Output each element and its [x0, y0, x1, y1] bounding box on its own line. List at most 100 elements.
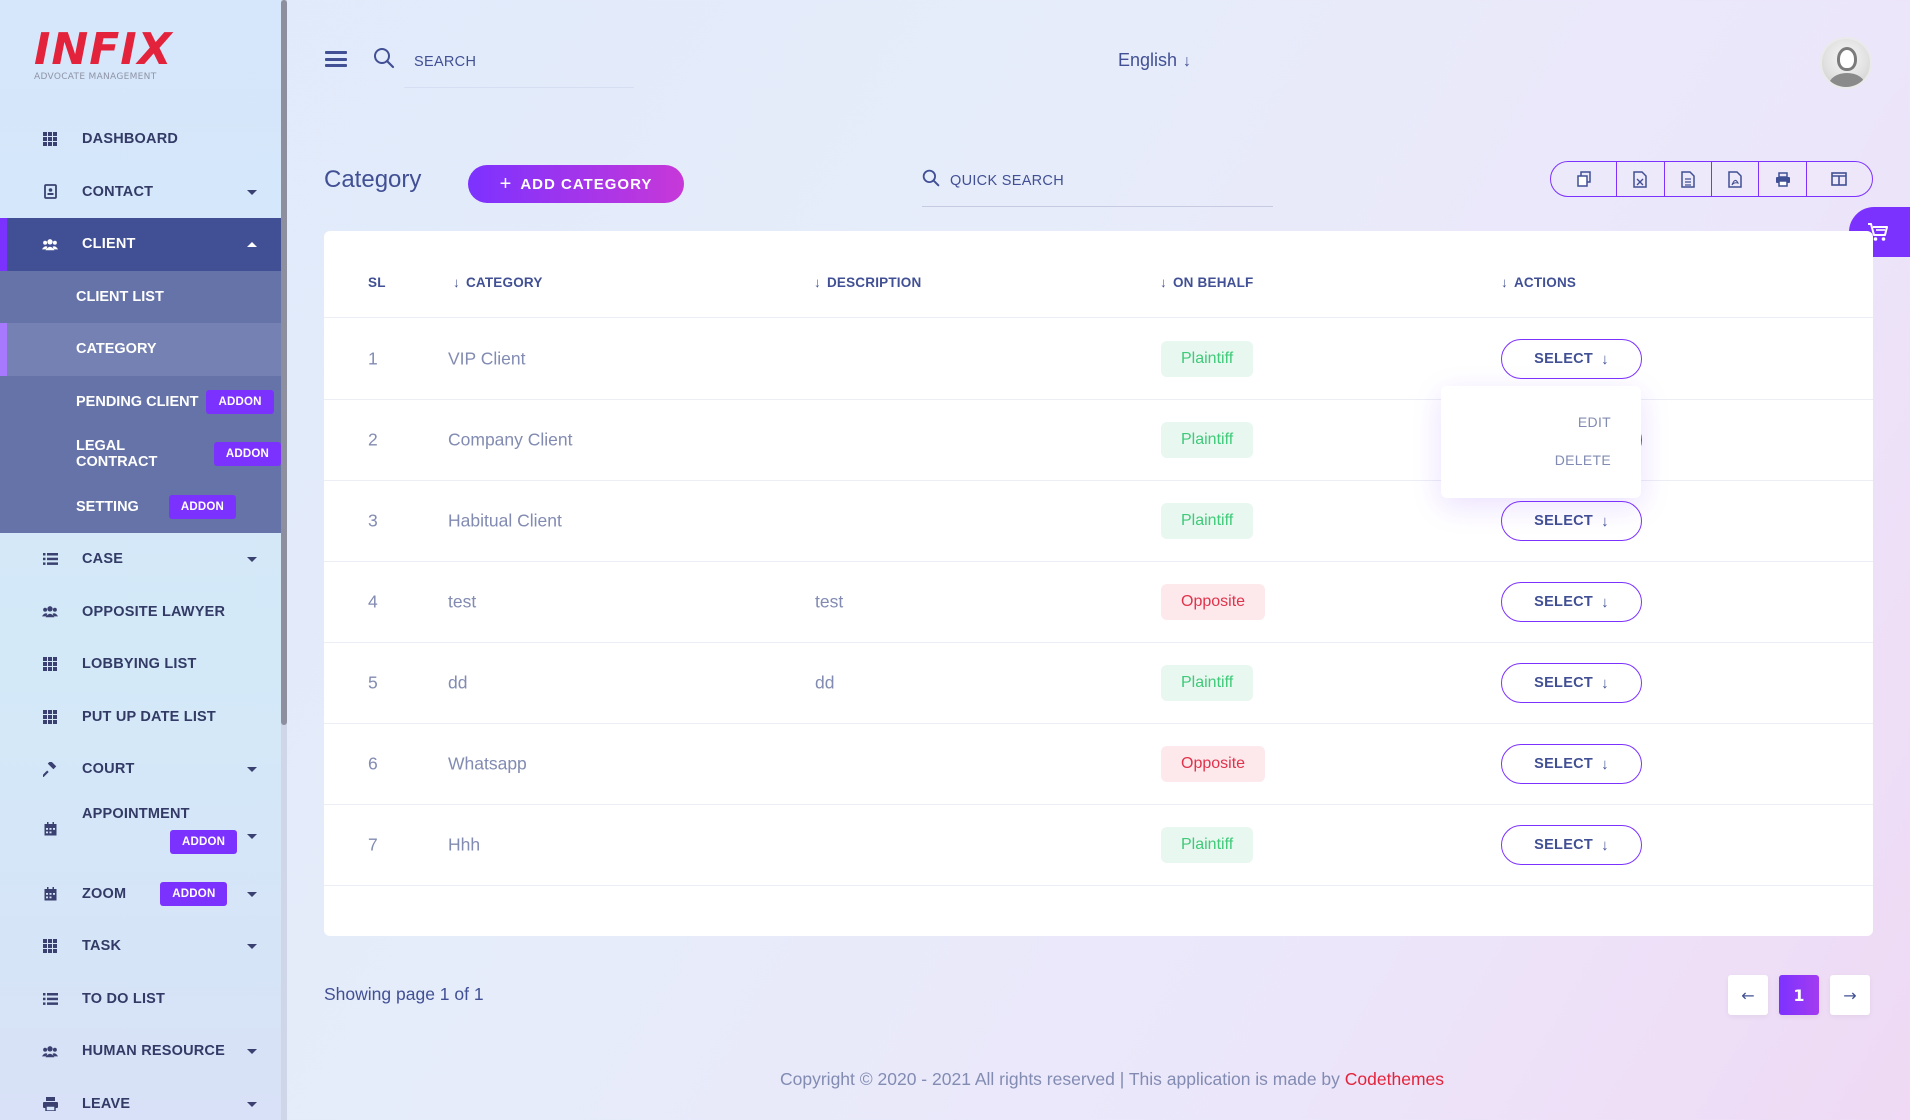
- sidebar-item-put-up-date-list[interactable]: PUT UP DATE LIST: [0, 691, 281, 744]
- sidebar-item-to-do-list[interactable]: TO DO LIST: [0, 973, 281, 1026]
- sidebar-item-leave[interactable]: LEAVE: [0, 1078, 281, 1120]
- column-header-on-behalf[interactable]: ↓ ON BEHALF: [1160, 275, 1254, 290]
- cell-description: test: [815, 591, 844, 612]
- cell-category: test: [448, 591, 477, 612]
- submenu-legal-contract[interactable]: LEGAL CONTRACT ADDON: [0, 428, 281, 481]
- table-row: 7 Hhh Plaintiff SELECT ↓: [324, 805, 1873, 886]
- copy-button[interactable]: [1551, 162, 1618, 196]
- sidebar-item-label: TASK: [82, 938, 122, 955]
- sidebar-item-label: COURT: [82, 761, 135, 778]
- column-header-actions[interactable]: ↓ ACTIONS: [1501, 275, 1576, 290]
- select-action-button[interactable]: SELECT ↓: [1501, 825, 1642, 865]
- table-header: SL ↓ CATEGORY ↓ DESCRIPTION ↓ ON BEHALF ↓ AC…: [324, 231, 1873, 318]
- select-label: SELECT: [1534, 675, 1594, 691]
- add-category-label: ADD CATEGORY: [520, 175, 653, 193]
- select-action-button[interactable]: SELECT ↓: [1501, 339, 1642, 379]
- sidebar-item-court[interactable]: COURT: [0, 743, 281, 796]
- column-header-description[interactable]: ↓ DESCRIPTION: [814, 275, 921, 290]
- submenu-label: LEGAL CONTRACT: [76, 438, 158, 471]
- pdf-button[interactable]: [1712, 162, 1760, 196]
- submenu-pending-client[interactable]: PENDING CLIENT ADDON: [0, 376, 281, 429]
- page-number: 1: [1793, 985, 1805, 1005]
- sidebar-item-task[interactable]: TASK: [0, 920, 281, 973]
- sidebar-item-label: ZOOM: [82, 885, 127, 902]
- cell-description: dd: [815, 672, 835, 693]
- submenu-setting[interactable]: SETTING ADDON: [0, 481, 281, 534]
- search-icon: [373, 47, 395, 73]
- menu-item-delete[interactable]: DELETE: [1554, 452, 1611, 468]
- prev-page-button[interactable]: ←: [1728, 975, 1768, 1015]
- menu-item-edit[interactable]: EDIT: [1577, 414, 1611, 430]
- sidebar-scrollbar[interactable]: [281, 0, 287, 1120]
- sort-arrow-icon: ↓: [814, 275, 821, 290]
- select-label: SELECT: [1534, 513, 1594, 529]
- app-logo[interactable]: INFIX ADVOCATE MANAGEMENT: [34, 28, 173, 83]
- cell-sl: 3: [368, 510, 378, 531]
- column-header-sl[interactable]: SL: [368, 275, 386, 290]
- sort-arrow-icon: ↓: [1160, 275, 1167, 290]
- sidebar-item-zoom[interactable]: ZOOM ADDON: [0, 868, 281, 921]
- addon-badge: ADDON: [160, 881, 228, 906]
- page-title: Category: [324, 166, 422, 193]
- codethemes-link[interactable]: Codethemes: [1344, 1069, 1445, 1089]
- grid-icon: [42, 709, 58, 725]
- sidebar-item-human-resource[interactable]: HUMAN RESOURCE: [0, 1025, 281, 1078]
- sidebar-item-label: PUT UP DATE LIST: [82, 708, 216, 725]
- next-page-button[interactable]: →: [1830, 975, 1870, 1015]
- arrow-down-icon: ↓: [1183, 53, 1192, 70]
- column-header-label: CATEGORY: [465, 275, 543, 290]
- pagination-info: Showing page 1 of 1: [324, 984, 484, 1004]
- sidebar-item-dashboard[interactable]: DASHBOARD: [0, 113, 281, 166]
- submenu-label: CLIENT LIST: [76, 288, 164, 305]
- cell-category: Whatsapp: [448, 753, 527, 774]
- csv-button[interactable]: [1665, 162, 1712, 196]
- status-badge: Opposite: [1161, 584, 1266, 620]
- status-badge: Plaintiff: [1161, 503, 1254, 539]
- sidebar-item-contact[interactable]: CONTACT: [0, 166, 281, 219]
- print-button[interactable]: [1759, 162, 1807, 196]
- quick-search-input[interactable]: [950, 166, 1250, 196]
- cell-category: Company Client: [448, 429, 573, 450]
- submenu-label: SETTING: [76, 498, 139, 515]
- submenu-category[interactable]: CATEGORY: [0, 323, 281, 376]
- select-label: SELECT: [1534, 756, 1594, 772]
- sidebar-nav: DASHBOARD CONTACT CLIENT CLIENT LIST CAT…: [0, 113, 281, 1120]
- select-action-button[interactable]: SELECT ↓: [1501, 501, 1642, 541]
- column-header-label: DESCRIPTION: [826, 275, 922, 290]
- table-row: 1 VIP Client Plaintiff SELECT ↓: [324, 319, 1873, 400]
- export-toolbar: [1550, 161, 1873, 197]
- submenu-client-list[interactable]: CLIENT LIST: [0, 271, 281, 324]
- arrow-down-icon: ↓: [1601, 350, 1609, 368]
- column-header-category[interactable]: ↓ CATEGORY: [453, 275, 543, 290]
- scrollbar-thumb[interactable]: [281, 0, 287, 725]
- columns-button[interactable]: [1807, 162, 1872, 196]
- arrow-down-icon: ↓: [1601, 755, 1609, 773]
- search-icon: [922, 169, 940, 191]
- sidebar-item-lobbying-list[interactable]: LOBBYING LIST: [0, 638, 281, 691]
- sidebar-item-label: CASE: [82, 551, 124, 568]
- addon-badge: ADDON: [170, 829, 238, 854]
- table-row: 6 Whatsapp Opposite SELECT ↓: [324, 724, 1873, 805]
- select-action-button[interactable]: SELECT ↓: [1501, 582, 1642, 622]
- sidebar-item-label: CONTACT: [82, 183, 154, 200]
- add-category-button[interactable]: + ADD CATEGORY: [468, 165, 684, 203]
- sidebar-item-label: HUMAN RESOURCE: [82, 1043, 225, 1060]
- sidebar-item-opposite-lawyer[interactable]: OPPOSITE LAWYER: [0, 586, 281, 639]
- sidebar-item-client[interactable]: CLIENT: [0, 218, 281, 271]
- page-1-button[interactable]: 1: [1779, 975, 1819, 1015]
- excel-button[interactable]: [1617, 162, 1665, 196]
- menu-toggle-icon[interactable]: [325, 51, 347, 67]
- select-action-button[interactable]: SELECT ↓: [1501, 744, 1642, 784]
- sidebar-item-appointment[interactable]: APPOINTMENT ADDON: [0, 796, 281, 868]
- chevron-down-icon: [247, 891, 257, 897]
- grid-icon: [42, 938, 58, 954]
- user-avatar[interactable]: [1820, 37, 1872, 89]
- sidebar-item-label: LEAVE: [82, 1095, 131, 1112]
- language-selector[interactable]: English ↓: [1118, 50, 1191, 71]
- sidebar-item-case[interactable]: CASE: [0, 533, 281, 586]
- sidebar-item-label: TO DO LIST: [82, 990, 166, 1007]
- logo-tagline: ADVOCATE MANAGEMENT: [34, 72, 157, 82]
- search-input[interactable]: [404, 44, 634, 88]
- select-action-button[interactable]: SELECT ↓: [1501, 663, 1642, 703]
- sidebar: INFIX ADVOCATE MANAGEMENT DASHBOARD CONT…: [0, 0, 281, 1120]
